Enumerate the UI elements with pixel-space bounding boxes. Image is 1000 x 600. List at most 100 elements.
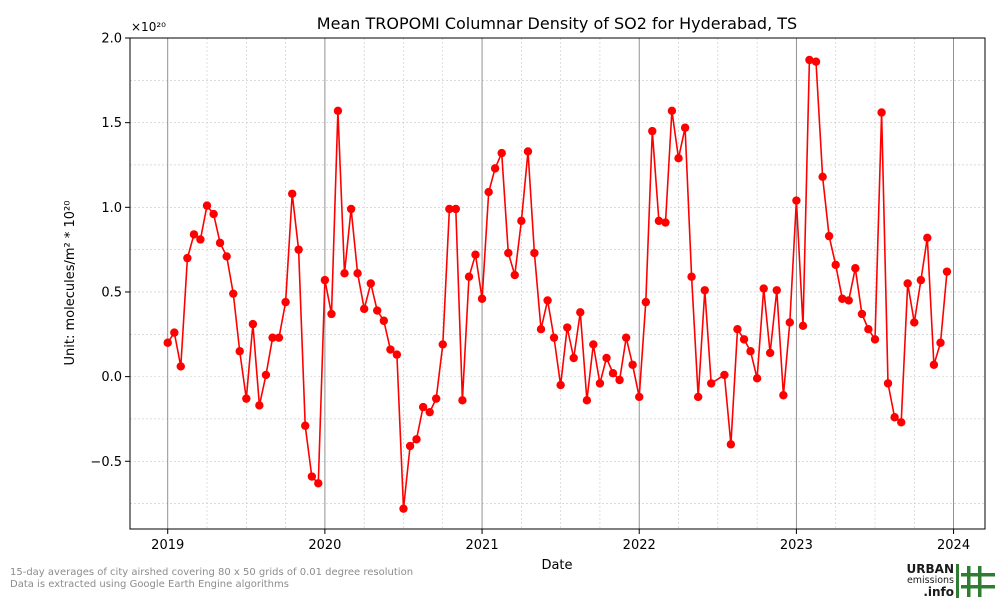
logo-word-emissions: emissions [906,575,954,586]
data-point [772,286,781,295]
data-point [268,333,277,342]
chart-title: Mean TROPOMI Columnar Density of SO2 for… [317,14,797,33]
data-point [628,360,637,369]
data-point [274,333,284,342]
data-point [765,348,775,358]
data-point [497,148,506,158]
data-point [851,264,860,273]
x-tick-label: 2023 [780,538,813,553]
footnote-data-source: Data is extracted using Google Earth Eng… [10,579,289,590]
data-point [536,325,546,334]
data-point [844,296,853,305]
data-point [471,250,480,259]
data-point [818,172,827,182]
data-point [464,272,474,281]
y-tick-label: 1.5 [101,116,122,131]
data-point [792,196,801,205]
data-point [910,318,919,327]
data-point [222,252,231,261]
data-point [517,216,526,226]
y-axis-label: Unit: molecules/m² * 10²⁰ [63,201,78,366]
data-point [864,325,873,334]
data-point [431,394,441,403]
data-point [523,147,533,156]
data-point [229,289,238,298]
data-point [386,345,395,354]
data-point [733,325,742,334]
data-point [530,248,539,258]
data-point [811,57,821,66]
data-point [635,392,644,402]
data-point [242,394,251,403]
data-point [654,216,664,226]
data-point [680,123,690,132]
data-point [405,441,415,451]
data-point [602,353,611,363]
data-point [294,245,303,254]
data-point [752,374,762,383]
data-point [176,362,185,371]
data-point [287,189,297,198]
data-point [163,338,172,347]
data-point [877,108,886,117]
data-point [261,370,271,380]
data-point [445,204,454,214]
data-point [189,230,199,239]
data-point [490,164,500,173]
series-line [167,58,948,509]
data-point [582,396,592,405]
y-axis-multiplier: ×10²⁰ [131,20,166,34]
y-tick-label: 2.0 [101,32,122,47]
data-point [307,472,317,481]
data-point [183,253,192,263]
data-point [667,106,677,116]
x-tick-label: 2019 [151,538,184,553]
data-point [373,306,382,315]
data-point [314,479,323,488]
data-point [936,338,945,347]
data-point [707,379,716,388]
data-point [870,335,880,344]
data-point [425,407,434,417]
data-point [333,106,343,116]
data-point [320,275,330,285]
x-tick-label: 2024 [937,538,970,553]
data-point [739,335,749,344]
data-point [923,233,932,242]
data-point [700,286,709,295]
plot-area [129,37,986,530]
data-point [543,296,552,305]
logo-word-info: .info [923,585,954,599]
data-point [595,379,605,388]
data-series [163,55,952,513]
data-point [477,294,487,303]
data-point [556,380,565,390]
data-point [687,272,696,281]
data-point [504,248,513,258]
x-tick-label: 2020 [308,538,341,553]
urban-emissions-logo[interactable]: URBAN emissions .info [898,562,998,599]
data-point [549,333,559,342]
data-point [392,350,402,359]
data-point [438,340,447,349]
data-point [340,269,349,278]
axis-ticks: 2019 2020 2021 2022 2023 2024 −0.5 0.0 0.5 1.0 1.5… [90,32,970,554]
data-point [648,126,657,136]
x-tick-label: 2021 [466,538,499,553]
data-point [798,321,808,331]
data-point [353,269,362,278]
data-point [170,328,179,337]
y-tick-label: 1.0 [101,201,122,216]
data-point [890,413,899,422]
data-point [510,270,519,280]
data-point [779,391,788,400]
footnote-resolution: 15-day averages of city airshed covering… [10,567,414,578]
data-point [785,318,794,327]
data-point [248,319,258,329]
data-point [281,297,290,307]
data-point [720,370,729,380]
data-point [929,360,939,369]
data-point [235,347,244,356]
y-tick-label: 0.0 [101,370,122,385]
